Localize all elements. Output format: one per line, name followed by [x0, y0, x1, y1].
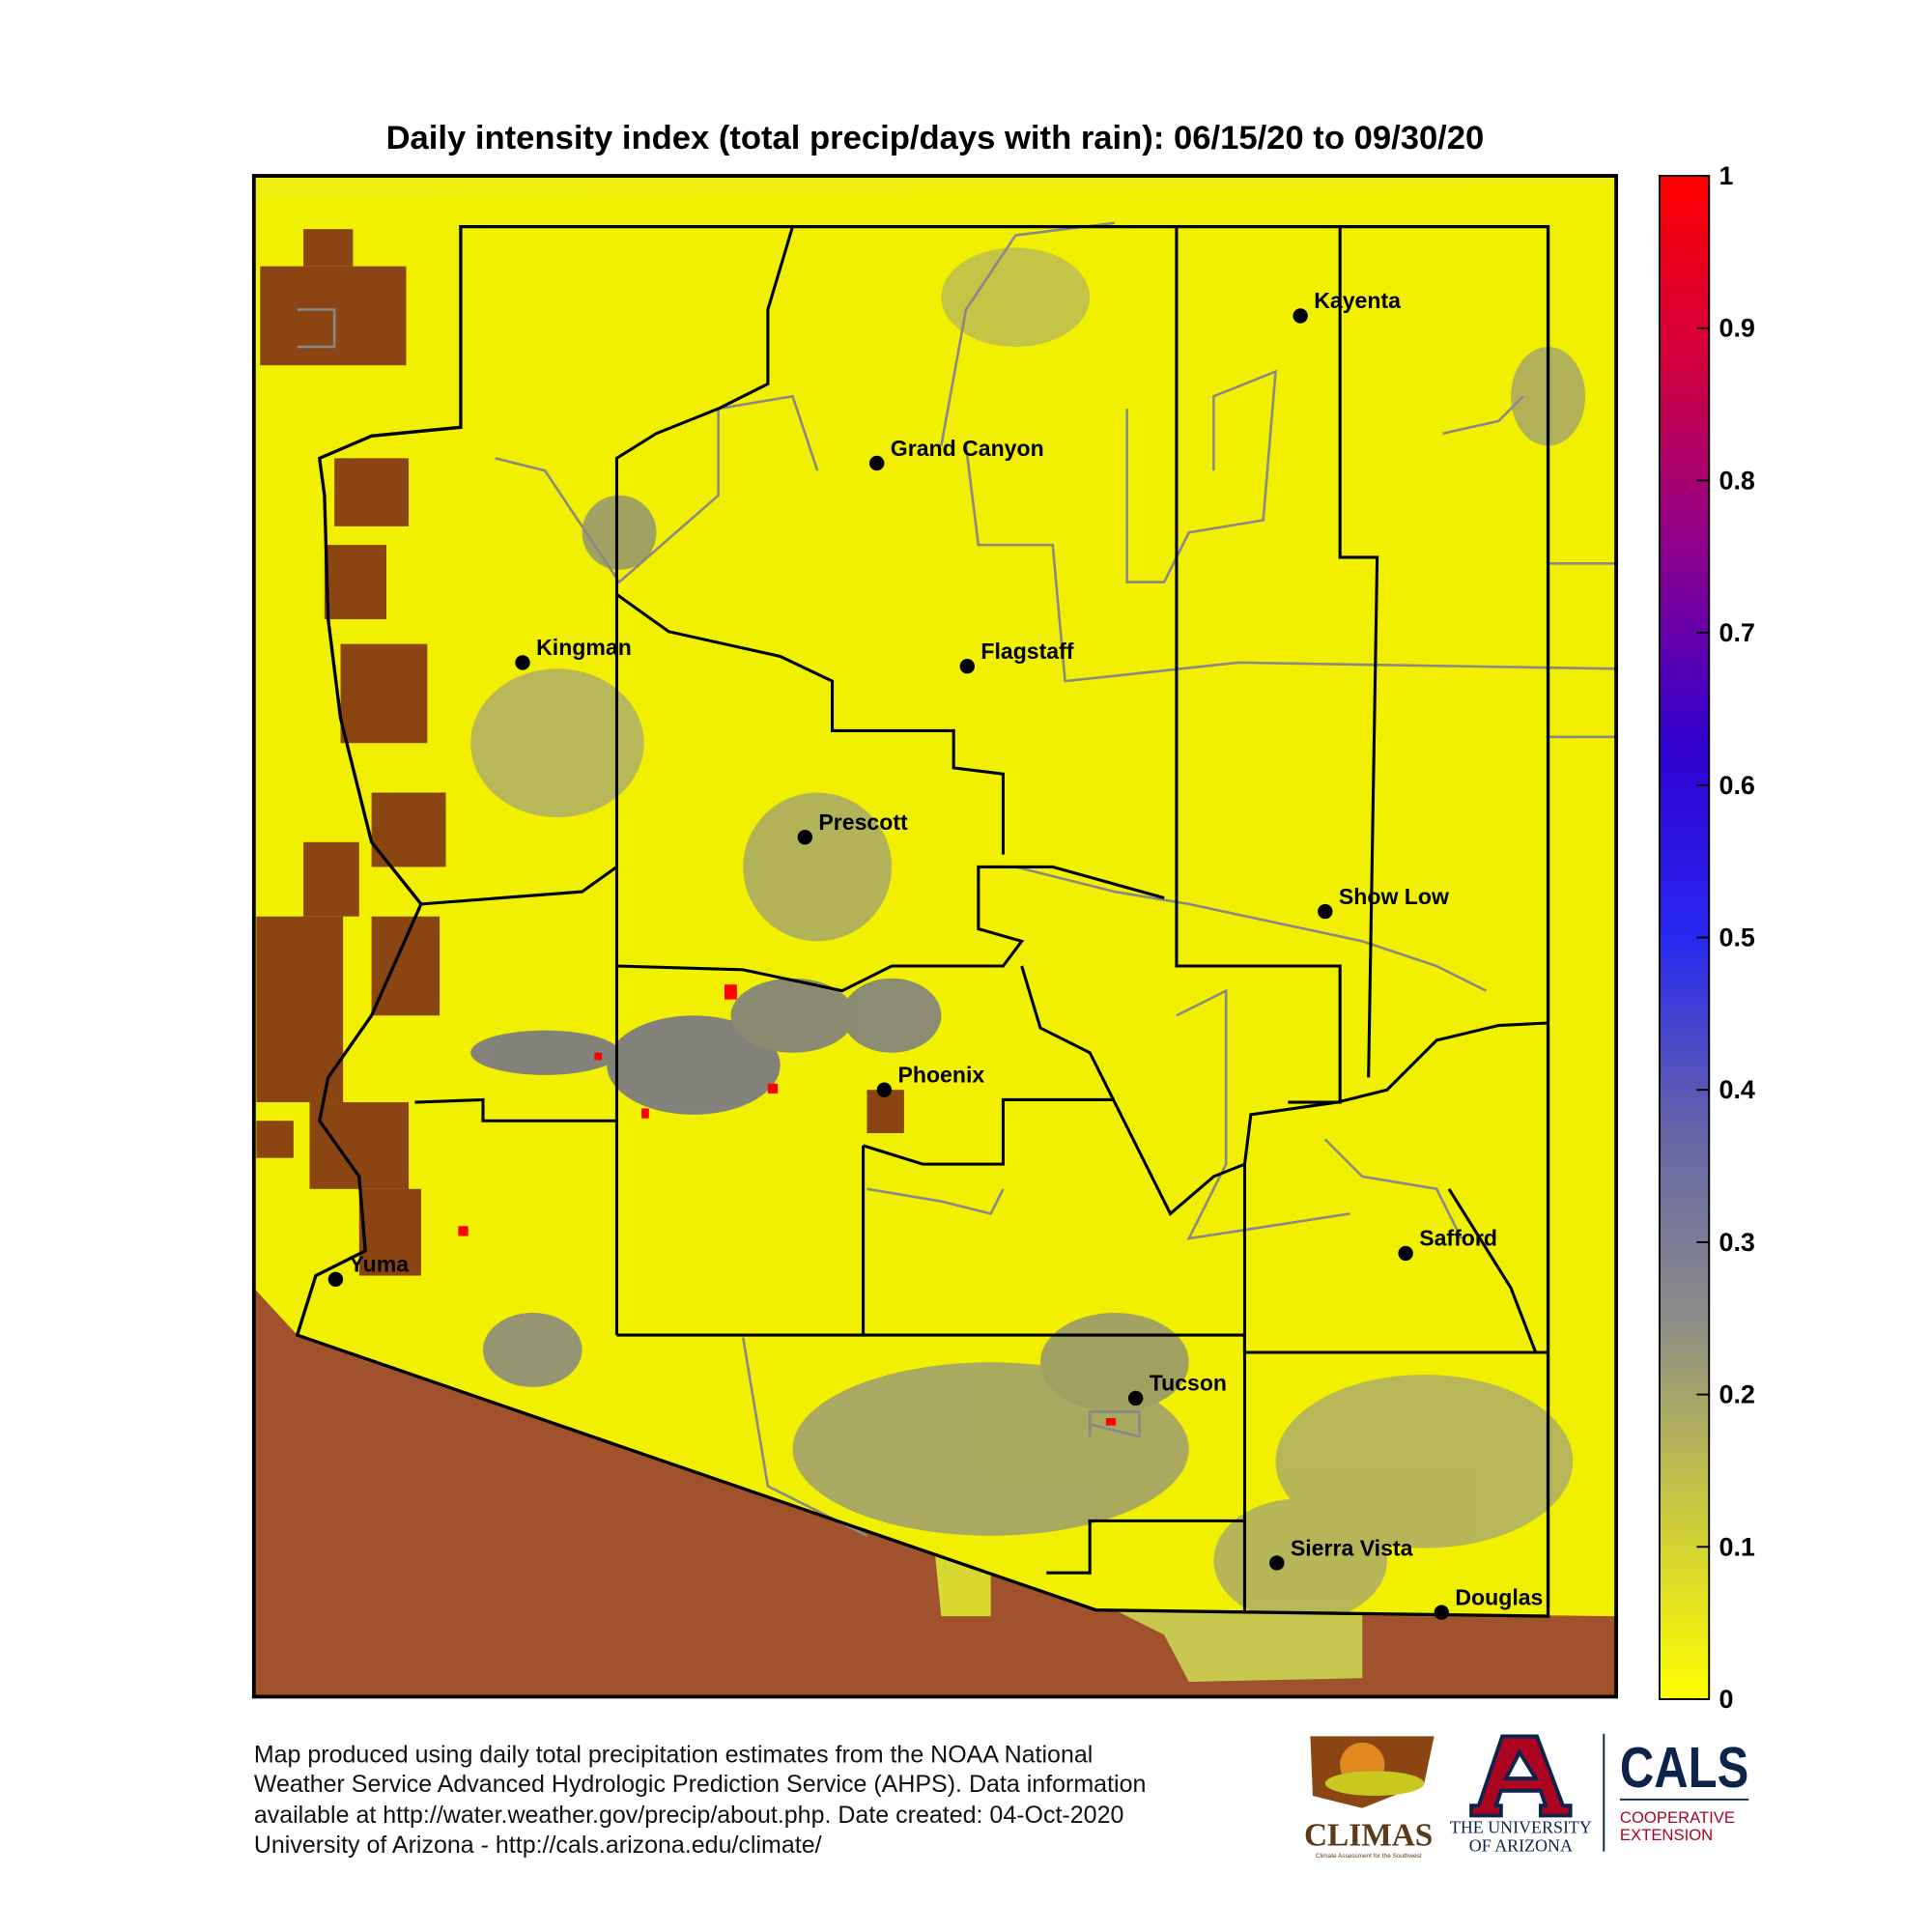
colorbar-tick-label: 0.4: [1719, 1075, 1754, 1104]
logo-text: COOPERATIVE: [1620, 1808, 1735, 1827]
colorbar-ticks: 0 0.1 0.2 0.3 0.4 0.5 0.6 0.7 0.8 0.9 1: [1696, 161, 1755, 1714]
colorbar-tick-label: 0.8: [1719, 466, 1754, 495]
edge: [253, 176, 1617, 199]
logo-text: THE UNIVERSITY: [1450, 1817, 1592, 1836]
secondary-boundaries: [297, 221, 1617, 1537]
logo-text: CLIMAS: [1304, 1817, 1433, 1853]
city-label: Sierra Vista: [1291, 1535, 1413, 1560]
state-outline: [295, 224, 1550, 1618]
city-label: Safford: [1419, 1226, 1497, 1251]
city-marker: [515, 655, 530, 670]
city-label: Prescott: [818, 810, 908, 835]
city-label: Show Low: [1339, 884, 1449, 909]
cities: Kayenta Grand Canyon Kingman Flagstaff Presc…: [327, 288, 1543, 1620]
city-marker: [1434, 1605, 1449, 1620]
logo-text: OF ARIZONA: [1469, 1836, 1573, 1856]
logo-subtext: Climate Assessment for the Southwest: [1316, 1853, 1422, 1860]
city-marker: [1269, 1555, 1285, 1571]
dry-region: [256, 229, 904, 1276]
city-label: Flagstaff: [980, 639, 1073, 664]
city-marker: [1127, 1390, 1144, 1406]
logo-text: EXTENSION: [1620, 1826, 1713, 1844]
footer-line: University of Arizona - http://cals.ariz…: [254, 1832, 822, 1859]
footer: Map produced using daily total precipita…: [254, 1741, 1147, 1859]
city-marker: [876, 1082, 893, 1097]
city-label: Douglas: [1455, 1585, 1543, 1610]
city-marker: [327, 1271, 344, 1288]
footer-line: Map produced using daily total precipita…: [254, 1741, 1094, 1768]
colorbar-tick-label: 0: [1719, 1685, 1733, 1714]
colorbar-tick-label: 0.1: [1719, 1532, 1754, 1561]
climas-logo: CLIMAS Climate Assessment for the Southw…: [1304, 1736, 1435, 1860]
city-marker: [1318, 903, 1333, 920]
city-marker: [1293, 308, 1308, 324]
map-title: Daily intensity index (total precip/days…: [386, 120, 1485, 156]
ua-logo: THE UNIVERSITY OF ARIZONA: [1450, 1734, 1592, 1856]
ua-mark: [1469, 1734, 1573, 1818]
city-marker: [1398, 1245, 1413, 1262]
logo-swoosh: [1324, 1771, 1425, 1796]
city-label: Kayenta: [1314, 288, 1401, 313]
colorbar-tick-label: 0.6: [1719, 771, 1754, 800]
county-lines: [414, 226, 1548, 1613]
city-label: Yuma: [350, 1252, 410, 1277]
edge-cells: [1114, 1609, 1363, 1683]
city-label: Phoenix: [897, 1063, 984, 1088]
cals-logo: CALS COOPERATIVE EXTENSION: [1619, 1737, 1748, 1844]
city-marker: [797, 829, 813, 845]
colorbar-tick-label: 0.7: [1719, 618, 1754, 647]
colorbar-tick-label: 0.2: [1719, 1380, 1754, 1409]
high-cells: [458, 984, 1117, 1426]
city-label: Grand Canyon: [891, 436, 1044, 461]
outside-domain: [253, 1288, 1617, 1697]
footer-line: Weather Service Advanced Hydrologic Pred…: [254, 1771, 1147, 1798]
map-frame: [251, 174, 1618, 1699]
city-marker: [869, 455, 885, 471]
colorbar-tick-label: 0.5: [1719, 923, 1754, 952]
colorbar-tick-label: 1: [1719, 161, 1733, 190]
city-label: Kingman: [536, 635, 632, 660]
city-label: Tucson: [1150, 1371, 1227, 1396]
colorbar-tick-label: 0.3: [1719, 1228, 1754, 1257]
map-area: [253, 176, 1617, 1697]
logo-text: CALS: [1620, 1737, 1748, 1800]
colorbar-tick-label: 0.9: [1719, 314, 1754, 343]
city-marker: [959, 659, 975, 674]
footer-line: available at http://water.weather.gov/pr…: [254, 1802, 1124, 1829]
